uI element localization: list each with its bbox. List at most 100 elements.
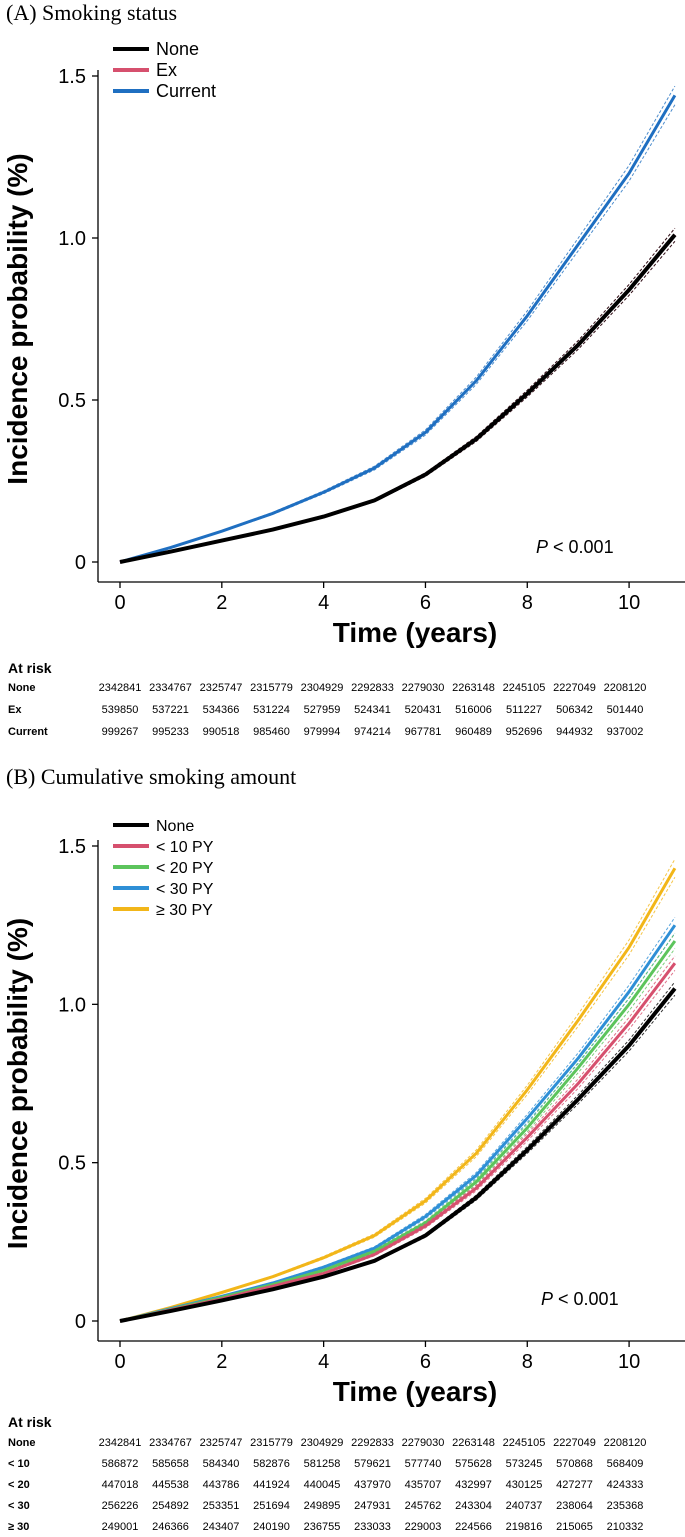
at-risk-value: 432997 (455, 1479, 492, 1491)
at-risk-row-lt-30: < 30 256226 254892 253351 251694 249895 247931… (0, 1500, 685, 1516)
at-risk-value: 2304929 (300, 1437, 344, 1449)
at-risk-value: 249001 (101, 1521, 139, 1533)
p-value-text: < 0.001 (548, 537, 614, 557)
y-tick-label: 1.0 (58, 228, 86, 250)
legend-label-ex: Ex (156, 60, 177, 80)
y-tick-label: 1.5 (58, 836, 86, 858)
series-line-none (119, 987, 677, 1323)
series-line-lt-20-py (119, 940, 677, 1323)
x-axis-label: Time (years) (333, 1376, 497, 1407)
ci-lower-ex (119, 240, 676, 563)
legend-label-none: None (156, 818, 194, 835)
ci-upper-lt-10-py (119, 955, 676, 1322)
legend-label-current: Current (156, 81, 216, 101)
y-tick-label: 1.5 (58, 66, 86, 88)
at-risk-value: 979994 (303, 726, 341, 738)
at-risk-value: 2292833 (351, 1437, 394, 1449)
at-risk-value: 427277 (556, 1479, 593, 1491)
at-risk-value: 520431 (404, 704, 442, 716)
at-risk-value: 445538 (152, 1479, 189, 1491)
at-risk-row-label: ≥ 30 (8, 1521, 30, 1533)
at-risk-value: 582876 (253, 1458, 290, 1470)
panel-smoking-status: (A) Smoking status 0 0.5 1.0 1.5 0 2 4 6 8 10 Time… (0, 0, 685, 760)
at-risk-value: 229003 (404, 1521, 442, 1533)
at-risk-value: 985460 (253, 726, 290, 738)
at-risk-value: 990518 (202, 726, 240, 738)
at-risk-value: 447018 (101, 1479, 139, 1491)
series-line-current (119, 94, 677, 564)
legend-label-ge-30-py: ≥ 30 PY (156, 902, 213, 919)
at-risk-row-none: None 2342841 2334767 2325747 2315779 2304929 2… (0, 1437, 685, 1453)
x-tick-label: 4 (318, 1351, 329, 1373)
at-risk-value: 944932 (556, 726, 593, 738)
ci-lower-lt-20-py (119, 948, 676, 1322)
at-risk-value: 2315779 (250, 682, 293, 694)
at-risk-value: 2208120 (603, 1437, 647, 1449)
at-risk-row-label: None (8, 1437, 36, 1449)
at-risk-value: 2304929 (300, 682, 344, 694)
at-risk-value: 440045 (303, 1479, 341, 1491)
at-risk-value: 249895 (303, 1500, 341, 1512)
at-risk-value: 960489 (455, 726, 492, 738)
at-risk-value: 511227 (506, 704, 542, 716)
at-risk-title: At risk (8, 1414, 52, 1430)
series-line-lt-30-py (119, 924, 677, 1323)
at-risk-row-label: < 20 (8, 1479, 30, 1491)
x-tick-label: 2 (216, 592, 227, 614)
at-risk-row-ex: Ex 539850 537221 534366 531224 527959 524341 52… (0, 704, 685, 720)
at-risk-value: 215065 (556, 1521, 593, 1533)
y-tick-label: 0 (75, 1311, 86, 1333)
x-tick-label: 0 (114, 1351, 125, 1373)
y-tick-label: 1.0 (58, 994, 86, 1016)
at-risk-value: 210332 (606, 1521, 644, 1533)
at-risk-value: 937002 (606, 726, 644, 738)
at-risk-value: 243407 (202, 1521, 240, 1533)
x-tick-label: 0 (114, 592, 125, 614)
at-risk-title: At risk (8, 660, 52, 676)
at-risk-value: 2334767 (149, 1437, 192, 1449)
p-value-annotation: P < 0.001 (536, 537, 614, 557)
at-risk-value: 539850 (101, 704, 139, 716)
at-risk-value: 2245105 (502, 682, 546, 694)
ci-lower-lt-10-py (119, 969, 676, 1322)
at-risk-row-label: Current (8, 726, 48, 738)
at-risk-value: 233033 (354, 1521, 391, 1533)
series-line-ex (119, 233, 677, 564)
at-risk-value: 2325747 (199, 1437, 243, 1449)
at-risk-value: 527959 (303, 704, 341, 716)
at-risk-row-current: Current 999267 995233 990518 985460 979994 974… (0, 726, 685, 742)
x-tick-label: 10 (618, 592, 640, 614)
at-risk-value: 238064 (556, 1500, 593, 1512)
y-axis-label: Incidence probability (%) (2, 918, 33, 1249)
at-risk-value: 256226 (101, 1500, 139, 1512)
at-risk-value: 424333 (606, 1479, 644, 1491)
at-risk-row-label: None (8, 682, 36, 694)
at-risk-value: 251694 (253, 1500, 290, 1512)
at-risk-value: 2315779 (250, 1437, 293, 1449)
chart-smoking-status: 0 0.5 1.0 1.5 0 2 4 6 8 10 Time (years) Incidence p… (2, 39, 685, 648)
x-tick-label: 8 (522, 592, 533, 614)
at-risk-value: 219816 (505, 1521, 543, 1533)
at-risk-row-label: < 30 (8, 1500, 30, 1512)
at-risk-value: 2334767 (149, 682, 192, 694)
at-risk-value: 254892 (152, 1500, 189, 1512)
ci-upper-lt-30-py (119, 917, 676, 1322)
legend-label-lt-20-py: < 20 PY (156, 860, 214, 877)
x-tick-label: 10 (618, 1351, 640, 1373)
at-risk-row-lt-10: < 10 586872 585658 584340 582876 581258 579621… (0, 1458, 685, 1474)
at-risk-value: 974214 (354, 726, 391, 738)
x-tick-label: 4 (318, 592, 329, 614)
panel-title: (B) Cumulative smoking amount (6, 764, 297, 789)
at-risk-value: 995233 (152, 726, 189, 738)
at-risk-value: 243304 (455, 1500, 492, 1512)
at-risk-value: 579621 (354, 1458, 391, 1470)
at-risk-value: 2263148 (452, 682, 495, 694)
at-risk-value: 435707 (404, 1479, 442, 1491)
at-risk-value: 570868 (556, 1458, 593, 1470)
ci-lower-none (119, 994, 676, 1322)
p-value-annotation: P < 0.001 (541, 1289, 619, 1309)
at-risk-row-label: < 10 (8, 1458, 30, 1470)
y-tick-label: 0.5 (58, 390, 86, 412)
at-risk-value: 573245 (505, 1458, 543, 1470)
p-value-symbol: P (541, 1289, 553, 1309)
